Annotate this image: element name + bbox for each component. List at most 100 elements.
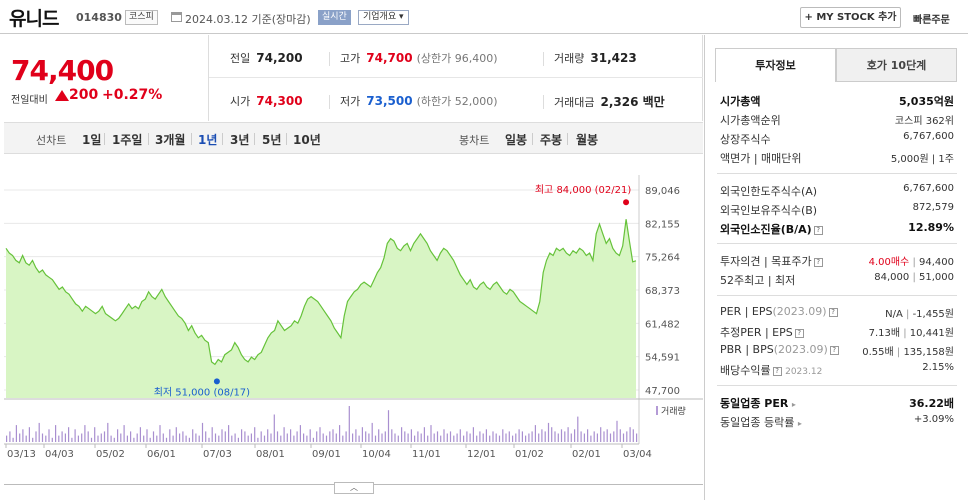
volume-bar xyxy=(619,429,621,442)
help-icon[interactable]: ? xyxy=(813,226,823,235)
volume-bar xyxy=(267,429,269,442)
add-mystock-button[interactable]: + MY STOCK 추가 xyxy=(800,7,901,28)
help-icon[interactable]: ? xyxy=(813,258,823,267)
volume-bar xyxy=(208,437,210,442)
opinion-row: 투자의견 | 목표주가? 4.00매수 | 94,400 xyxy=(720,251,954,270)
collapse-chart-button[interactable]: ︿ xyxy=(334,482,374,494)
divider xyxy=(286,133,287,145)
volume-bar xyxy=(505,433,507,442)
line-chart-label: 선차트 xyxy=(36,134,67,147)
high-marker xyxy=(623,199,630,206)
open-label: 시가 xyxy=(230,95,251,108)
caret-right-icon: ▸ xyxy=(791,400,796,409)
volume-bar xyxy=(38,422,40,442)
volume-bar xyxy=(622,433,625,442)
tab-invest-info[interactable]: 투자정보 xyxy=(715,48,836,82)
price-chart-svg[interactable]: 89,046 82,155 75,264 68,373 61,482 54,591 47,7… xyxy=(4,155,703,465)
est-per-value: 7.13배 | 10,441원 xyxy=(868,328,954,339)
volume-value: 31,423 xyxy=(590,51,637,65)
volume-bar xyxy=(469,433,471,442)
tab-5y[interactable]: 5년 xyxy=(262,133,282,147)
volume-bar xyxy=(538,433,540,442)
volume-bar xyxy=(159,425,161,442)
industry-rate-row[interactable]: 동일업종 등락률 ▸ +3.09% xyxy=(720,412,954,431)
par-value: 5,000원 | 1주 xyxy=(890,154,954,165)
y-tick-label: 68,373 xyxy=(645,286,680,297)
volume-bar xyxy=(276,431,279,442)
volume-bar xyxy=(133,437,135,442)
tab-10y[interactable]: 10년 xyxy=(293,133,321,147)
help-icon[interactable]: ? xyxy=(829,346,839,355)
volume-bar xyxy=(234,433,236,442)
corp-overview-dropdown[interactable]: 기업개요 ▾ xyxy=(358,10,409,25)
shares-row: 상장주식수 6,767,600 xyxy=(720,129,954,148)
volume-bar xyxy=(306,435,308,442)
volume-bar xyxy=(580,431,582,442)
volume-bar xyxy=(71,437,73,442)
volume-bar xyxy=(397,435,399,442)
volume-bar xyxy=(577,416,579,442)
volume-bar xyxy=(325,435,328,442)
tab-1y[interactable]: 1년 xyxy=(198,133,218,147)
volume-bar xyxy=(81,433,83,442)
volume-bar xyxy=(355,429,357,442)
help-icon[interactable]: ? xyxy=(772,367,782,376)
low-value: 73,500 xyxy=(366,94,413,108)
volume-bar xyxy=(606,429,608,442)
tab-1w[interactable]: 1주일 xyxy=(112,133,143,147)
divider xyxy=(208,35,209,121)
volume-bar xyxy=(616,420,618,442)
shares-label: 상장주식수 xyxy=(720,133,771,146)
foreign-rate-row: 외국인소진율(B/A)? 12.89% xyxy=(720,219,954,238)
volume-bar xyxy=(41,433,44,442)
foreign-limit-value: 6,767,600 xyxy=(903,183,954,194)
industry-per-row[interactable]: 동일업종 PER ▸ 36.22배 xyxy=(720,393,954,412)
pbr-value: 0.55배 | 135,158원 xyxy=(862,347,954,358)
tab-3m[interactable]: 3개월 xyxy=(155,133,186,147)
tab-monthly[interactable]: 월봉 xyxy=(576,133,599,147)
up-triangle-icon xyxy=(55,90,69,101)
divider xyxy=(717,295,957,296)
volume-bar xyxy=(218,435,220,442)
volume-bar xyxy=(130,431,132,442)
amount-value: 2,326 백만 xyxy=(600,95,665,109)
shares-value: 6,767,600 xyxy=(903,131,954,142)
volume-bar xyxy=(495,433,497,442)
tab-hoga-10[interactable]: 호가 10단계 xyxy=(836,48,957,82)
volume-bar xyxy=(427,435,429,442)
quick-order-button[interactable]: 빠른주문 xyxy=(913,15,950,26)
div-row: 배당수익률? 2023.12 2.15% xyxy=(720,360,954,379)
foreign-limit-label: 외국인한도주식수(A) xyxy=(720,185,818,198)
volume-bar xyxy=(175,427,177,442)
realtime-badge[interactable]: 실시간 xyxy=(318,10,351,25)
prev-close-value: 74,200 xyxy=(256,51,303,65)
volume-bar xyxy=(254,427,256,442)
volume-bar xyxy=(368,433,370,442)
volume-bar xyxy=(407,433,409,442)
volume-bar xyxy=(283,427,285,442)
x-tick-label: 02/01 xyxy=(572,449,601,460)
volume-bar xyxy=(404,431,406,442)
volume-bar xyxy=(378,429,380,442)
tab-daily[interactable]: 일봉 xyxy=(505,133,528,147)
volume-bar xyxy=(231,435,233,442)
pbr-row: PBR | BPS(2023.09)? 0.55배 | 135,158원 xyxy=(720,341,954,360)
corp-overview-label: 기업개요 xyxy=(363,12,397,22)
volume-bar xyxy=(201,422,204,442)
mkt-cap-rank-value: 코스피 362위 xyxy=(894,116,954,127)
help-icon[interactable]: ? xyxy=(794,329,804,338)
volume-bar xyxy=(515,433,517,442)
volume-bar xyxy=(224,431,226,442)
tab-1d[interactable]: 1일 xyxy=(82,133,102,147)
volume-bar xyxy=(45,435,47,442)
volume-bar xyxy=(221,429,223,442)
price-chart[interactable]: 89,046 82,155 75,264 68,373 61,482 54,591 47,7… xyxy=(4,155,703,465)
stock-code: 014830 xyxy=(76,11,122,24)
tab-3y[interactable]: 3년 xyxy=(230,133,250,147)
tab-weekly[interactable]: 주봉 xyxy=(540,133,563,147)
volume-bar xyxy=(593,431,595,442)
volume-bar xyxy=(342,435,344,442)
volume-bar xyxy=(433,433,435,442)
help-icon[interactable]: ? xyxy=(828,308,838,317)
industry-per-value: 36.22배 xyxy=(909,397,954,410)
